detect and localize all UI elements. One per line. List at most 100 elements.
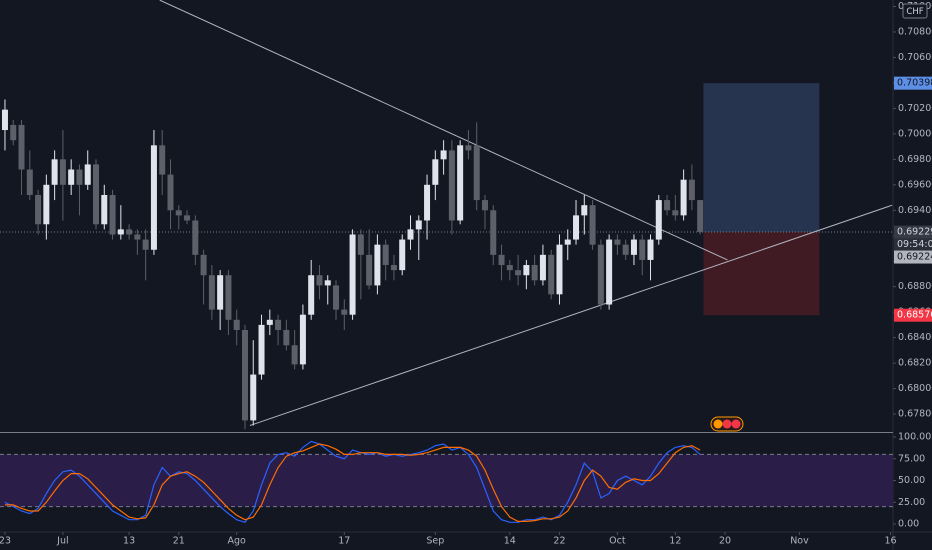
trendline <box>249 204 893 426</box>
candle-body <box>672 210 679 216</box>
candle-body <box>68 169 75 185</box>
candle-body <box>241 329 248 421</box>
candle-body <box>175 210 182 216</box>
candle-body <box>308 275 315 315</box>
x-tick-label: Sep <box>426 536 444 547</box>
y-tick-label: 0.67800 <box>898 409 932 420</box>
candle-body <box>614 239 621 245</box>
candle-body <box>76 169 83 185</box>
currency-badge <box>902 3 928 19</box>
candle-body <box>457 145 464 221</box>
candle-body <box>150 145 157 250</box>
x-tick-label: Nov <box>790 536 809 547</box>
x-tick-label: 20 <box>719 536 731 547</box>
candle-body <box>101 194 108 225</box>
candle-body <box>589 205 596 245</box>
candle-body <box>35 194 42 225</box>
loss-zone <box>703 232 820 316</box>
candle-body <box>142 239 149 250</box>
candle-body <box>606 239 613 305</box>
candle-body <box>382 244 389 266</box>
candle-body <box>531 265 538 281</box>
candle-body <box>324 280 331 286</box>
candle-body <box>258 324 265 375</box>
candle-body <box>581 205 588 216</box>
entry-label: 0.69229 <box>897 227 932 238</box>
candle-body <box>424 184 431 221</box>
candle-body <box>266 319 273 325</box>
candle-body <box>159 145 166 175</box>
indicator-line <box>4 440 701 524</box>
candle-body <box>432 159 439 185</box>
candle-body <box>349 234 356 315</box>
candle-body <box>515 270 522 276</box>
candle-body <box>357 234 364 255</box>
last-price-label-box <box>894 250 932 264</box>
candle-body <box>655 200 662 240</box>
candle-body <box>217 275 224 310</box>
candle-body <box>498 254 505 266</box>
candle-body <box>84 164 91 185</box>
candle-body <box>316 275 323 286</box>
candle-body <box>680 179 687 216</box>
candle-body <box>473 145 480 201</box>
candle-body <box>374 244 381 286</box>
x-tick-label: 13 <box>123 536 135 547</box>
candle-body <box>333 285 340 310</box>
event-icon[interactable] <box>731 419 741 429</box>
candle-body <box>93 164 100 225</box>
x-tick-label: 12 <box>669 536 681 547</box>
candle-body <box>184 215 191 221</box>
x-tick-label: 22 <box>553 536 565 547</box>
candle-body <box>448 150 455 221</box>
candle-body <box>291 345 298 365</box>
candle-body <box>134 234 141 240</box>
currency: CHF <box>906 7 923 17</box>
trendline <box>159 0 728 261</box>
x-tick-label: 17 <box>338 536 350 547</box>
event-icon[interactable] <box>713 419 723 429</box>
candle-body <box>697 200 704 232</box>
candle-body <box>283 329 290 346</box>
candle-body <box>275 319 282 330</box>
countdown: 09:54:02 <box>897 239 932 250</box>
x-tick-label: Oct <box>609 536 626 547</box>
candle-body <box>688 179 695 201</box>
candle-body <box>548 254 555 295</box>
x-tick-label: 23 <box>0 536 11 547</box>
candle-body <box>192 220 199 255</box>
candle-body <box>117 229 124 235</box>
candle-body <box>399 239 406 271</box>
candle-body <box>630 239 637 255</box>
entry-label-box <box>894 225 932 239</box>
indicator-tick-label: 75.00 <box>898 453 925 464</box>
indicator-tick-label: 25.00 <box>898 497 925 508</box>
candle-body <box>465 145 472 151</box>
event-icon[interactable] <box>722 419 732 429</box>
candle-body <box>59 159 66 185</box>
candle-body <box>51 159 58 185</box>
candle-body <box>233 319 240 330</box>
candle-body <box>1 109 8 131</box>
indicator-tick-label: 100.00 <box>898 432 931 443</box>
candle-body <box>109 194 116 235</box>
candle-body <box>440 150 447 160</box>
candle-body <box>225 275 232 320</box>
candle-body <box>250 374 257 421</box>
indicator-tick-label: 50.00 <box>898 475 925 486</box>
candle-body <box>43 184 50 225</box>
candle-body <box>366 254 373 286</box>
candle-body <box>200 254 207 276</box>
candle-body <box>573 215 580 240</box>
candle-body <box>390 265 397 271</box>
